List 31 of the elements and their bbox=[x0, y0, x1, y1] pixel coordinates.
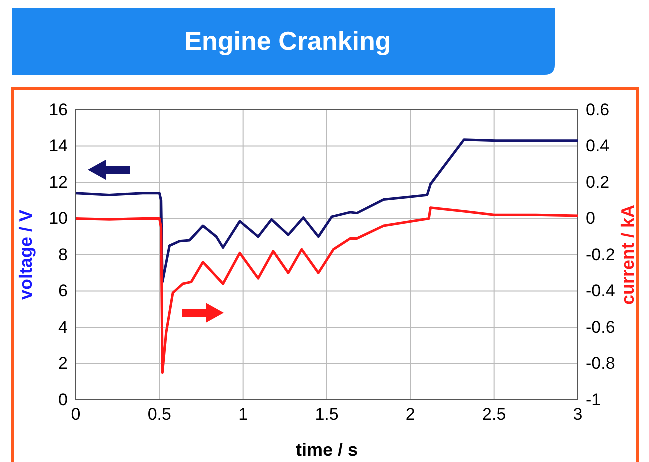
y-tick-label: 16 bbox=[49, 100, 68, 120]
y-tick-label: 8 bbox=[58, 245, 68, 264]
x-tick-label: 2.5 bbox=[482, 405, 506, 424]
x-tick-label: 3 bbox=[573, 405, 583, 424]
y2-tick-label: 0.2 bbox=[586, 172, 610, 192]
x-tick-label: 2 bbox=[406, 405, 416, 424]
chart-title: Engine Cranking bbox=[184, 26, 392, 56]
line-series bbox=[74, 138, 580, 284]
x-tick-label: 0 bbox=[71, 405, 81, 424]
y-tick-label: 4 bbox=[58, 318, 68, 337]
y-axis-title: voltage / V bbox=[16, 210, 36, 300]
y-tick-label: 12 bbox=[49, 172, 68, 192]
y2-tick-label: -0.4 bbox=[586, 282, 616, 301]
x-tick-label: 1 bbox=[238, 405, 248, 424]
y2-tick-label: -1 bbox=[586, 390, 602, 410]
y-tick-label: 0 bbox=[58, 390, 68, 410]
y-tick-label: 14 bbox=[49, 136, 68, 156]
y2-tick-label: 0 bbox=[586, 209, 596, 228]
y-tick-label: 6 bbox=[58, 282, 68, 301]
x-axis-title: time / s bbox=[296, 440, 358, 460]
x-tick-label: 0.5 bbox=[148, 405, 172, 424]
y2-tick-label: 0.6 bbox=[586, 100, 610, 120]
y2-tick-label: -0.8 bbox=[586, 354, 616, 374]
line-series bbox=[74, 206, 580, 374]
y2-tick-label: 0.4 bbox=[586, 136, 610, 156]
y2-axis-title: current / kA bbox=[618, 204, 638, 306]
x-tick-label: 1.5 bbox=[315, 405, 339, 424]
y2-tick-label: -0.2 bbox=[586, 245, 616, 264]
y-tick-label: 10 bbox=[49, 209, 68, 228]
y-tick-label: 2 bbox=[58, 354, 68, 374]
y2-tick-label: -0.6 bbox=[586, 318, 616, 337]
